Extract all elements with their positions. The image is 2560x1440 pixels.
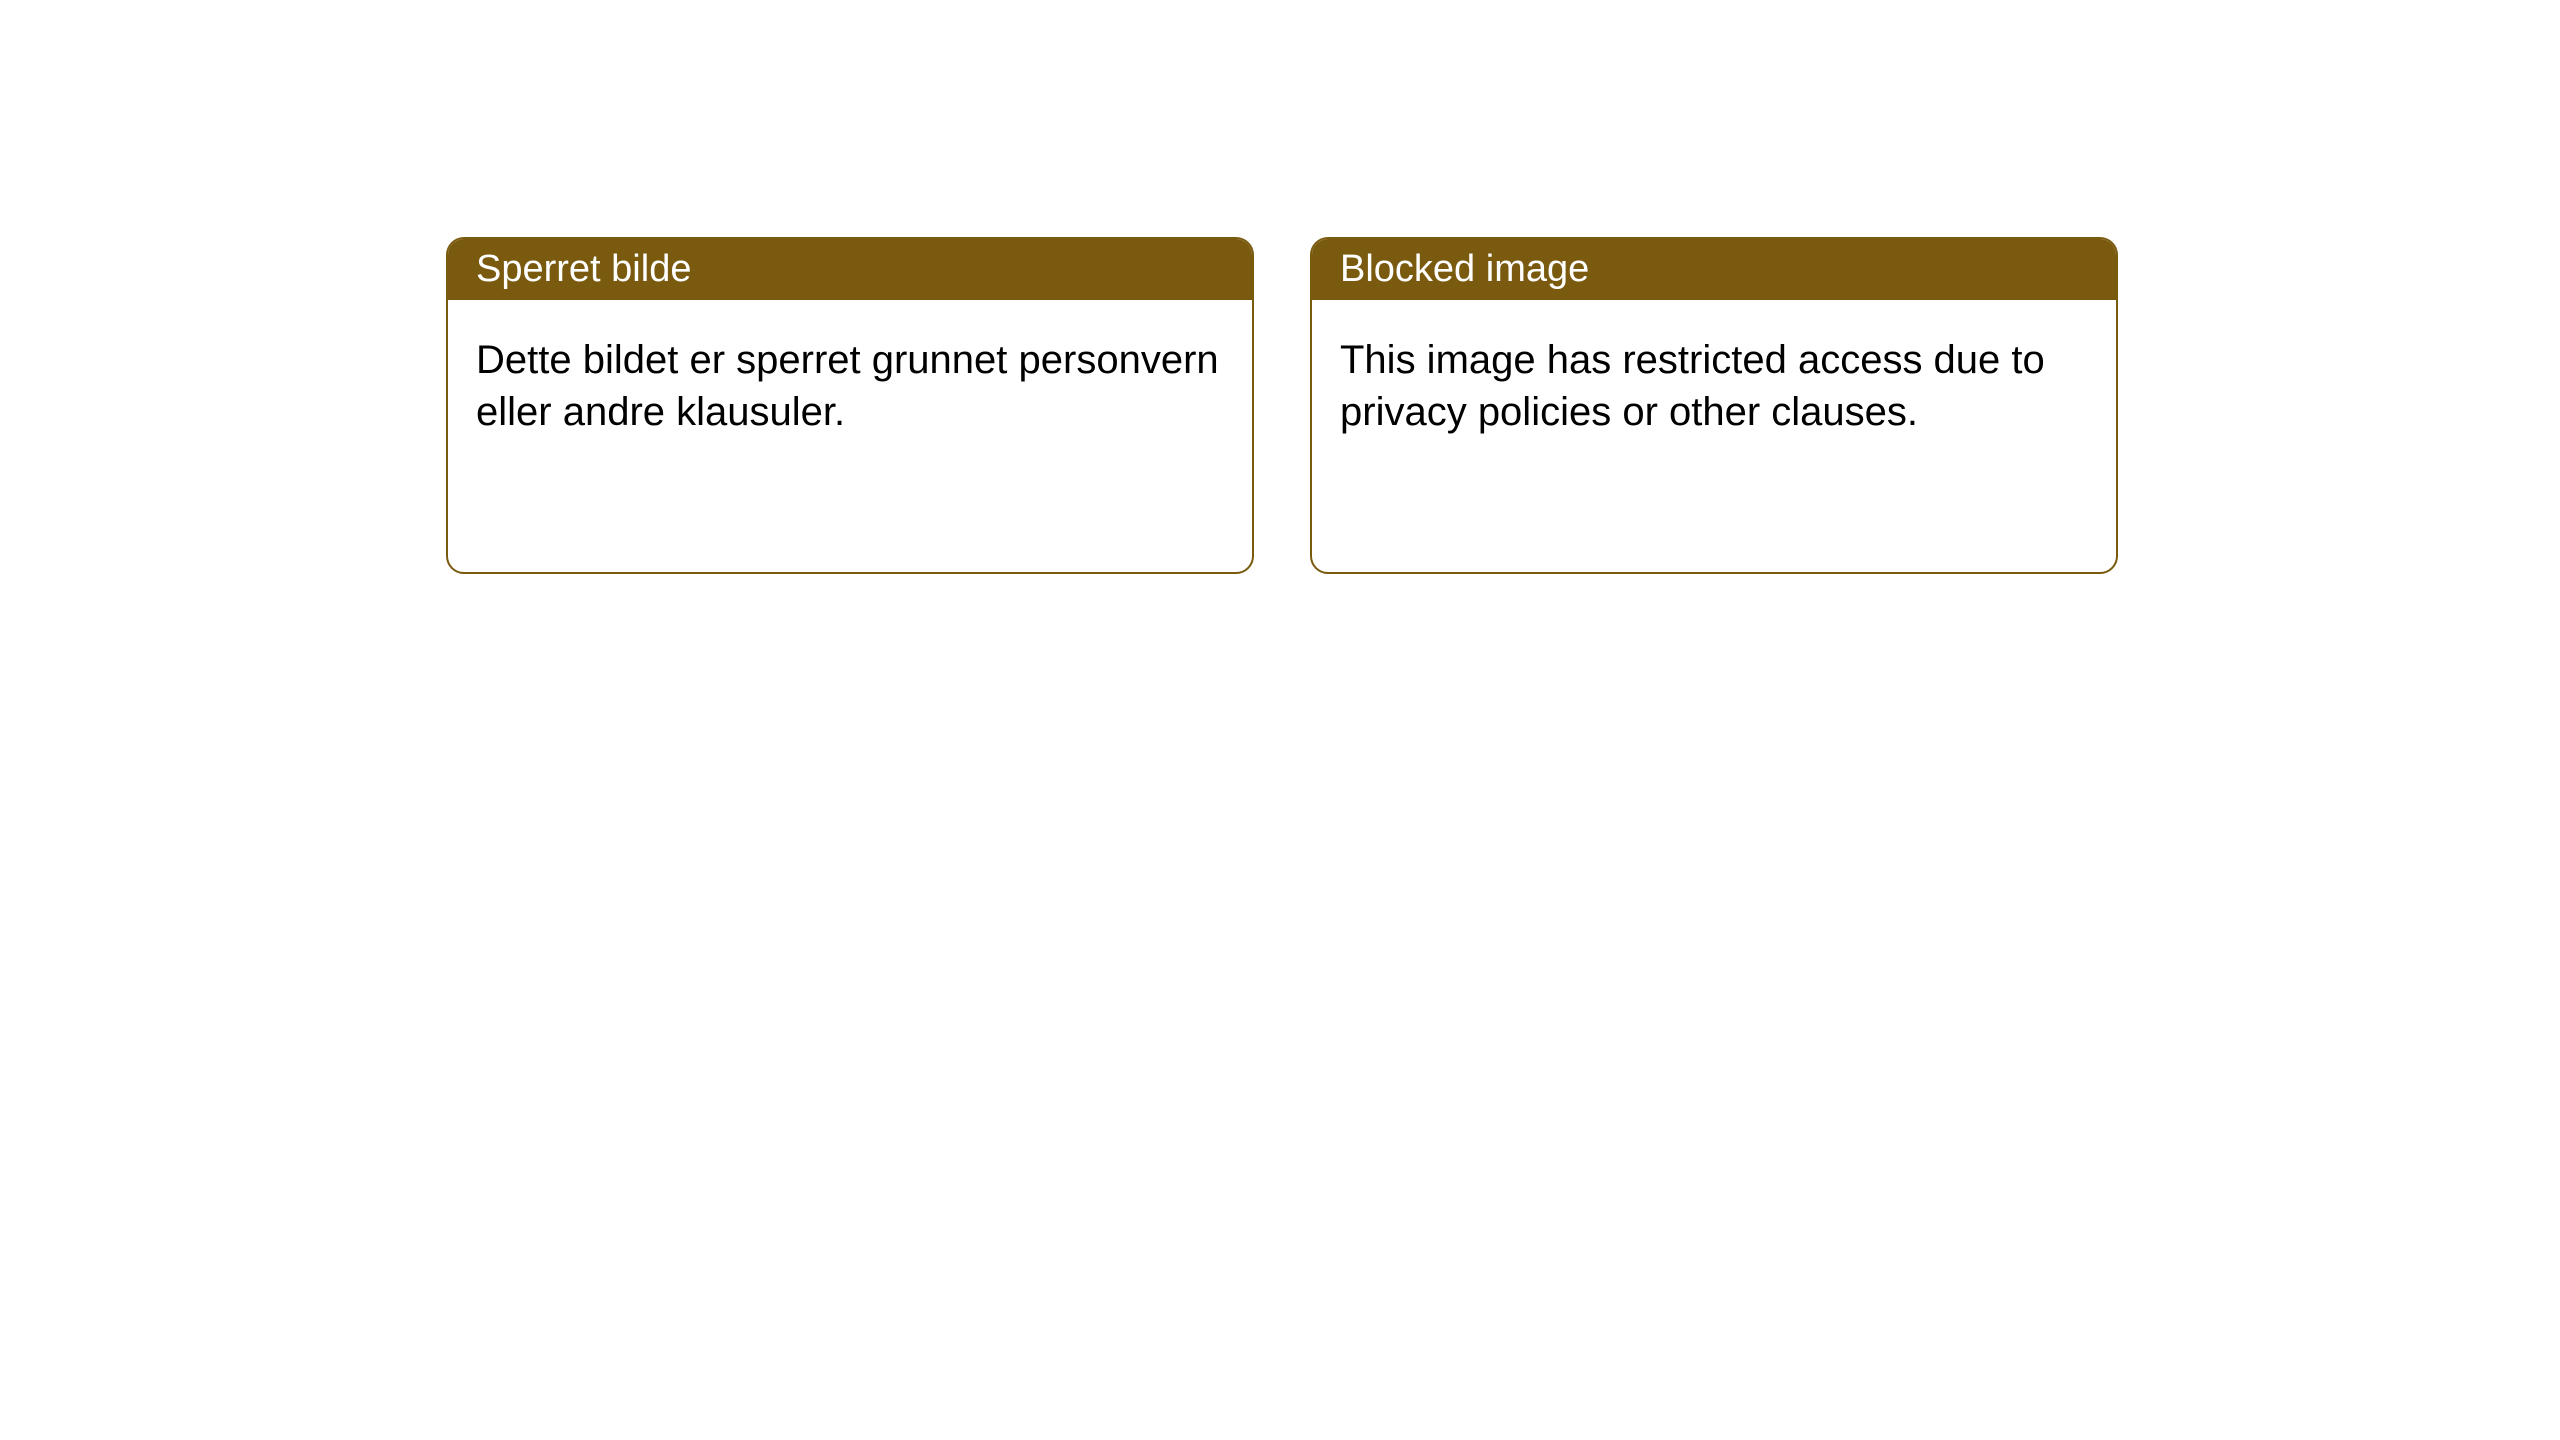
notice-card-english: Blocked image This image has restricted … [1310, 237, 2118, 574]
notice-body-text: This image has restricted access due to … [1340, 338, 2045, 434]
notice-body-text: Dette bildet er sperret grunnet personve… [476, 338, 1219, 434]
notice-card-body: Dette bildet er sperret grunnet personve… [448, 300, 1252, 572]
notice-card-norwegian: Sperret bilde Dette bildet er sperret gr… [446, 237, 1254, 574]
notice-card-header: Sperret bilde [448, 239, 1252, 300]
notice-title: Sperret bilde [476, 248, 691, 291]
notice-title: Blocked image [1340, 248, 1589, 291]
notice-card-header: Blocked image [1312, 239, 2116, 300]
notice-container: Sperret bilde Dette bildet er sperret gr… [0, 0, 2560, 574]
notice-card-body: This image has restricted access due to … [1312, 300, 2116, 572]
